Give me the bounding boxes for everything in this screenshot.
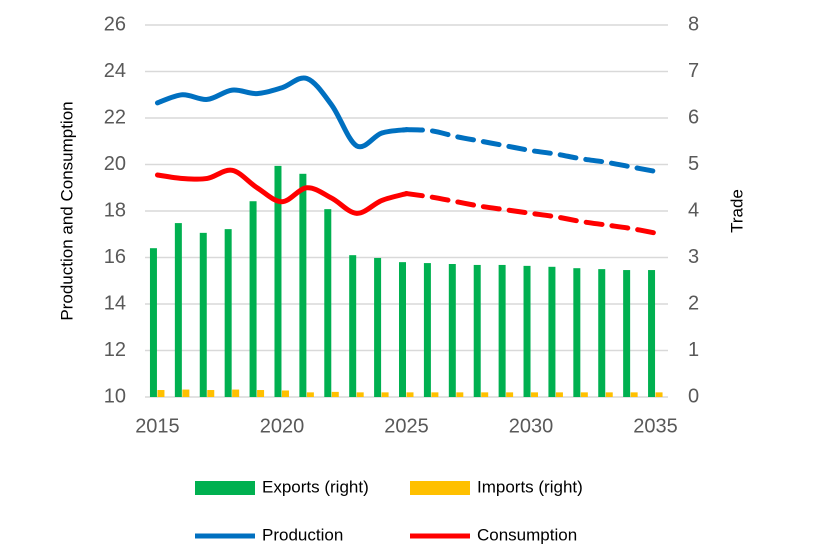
bar: [349, 255, 357, 397]
y-tick-label: 20: [104, 153, 126, 175]
bar: [580, 392, 588, 397]
x-tick-label: 2035: [633, 415, 678, 437]
bar: [498, 264, 506, 397]
y2-tick-label: 3: [688, 246, 699, 268]
bar: [232, 389, 240, 397]
bar: [473, 264, 481, 397]
y2-tick-label: 4: [688, 199, 699, 221]
y2-tick-label: 0: [688, 385, 699, 407]
bar: [598, 269, 606, 397]
bar: [157, 390, 165, 397]
y-tick-label: 22: [104, 106, 126, 128]
bar: [431, 392, 439, 397]
bar: [655, 392, 663, 397]
x-tick-label: 2020: [260, 415, 305, 437]
bar: [356, 392, 364, 397]
bar: [306, 392, 314, 397]
y2-tick-label: 8: [688, 13, 699, 35]
line: [404, 191, 659, 236]
bar: [448, 264, 456, 397]
y-tick-label: 24: [104, 60, 126, 82]
y-tick-label: 10: [104, 385, 126, 407]
y2-tick-label: 2: [688, 292, 699, 314]
legend-label: Imports (right): [477, 477, 583, 496]
y-tick-label: 26: [104, 13, 126, 35]
bar: [648, 270, 656, 397]
bar: [399, 262, 406, 397]
x-tick-label: 2025: [384, 415, 429, 437]
line: [154, 75, 409, 150]
bar: [224, 229, 232, 397]
bar: [182, 389, 190, 397]
legend-swatch: [195, 481, 255, 495]
y2-tick-label: 1: [688, 339, 699, 361]
y-tick-label: 18: [104, 199, 126, 221]
bar: [149, 248, 157, 397]
bar: [281, 390, 289, 397]
bar: [199, 232, 207, 397]
bar: [573, 268, 581, 397]
y-axis-title: Production and Consumption: [57, 101, 76, 320]
bar: [274, 165, 282, 397]
bar: [555, 392, 563, 397]
bar: [406, 392, 414, 397]
x-tick-label: 2015: [135, 415, 180, 437]
bar: [324, 209, 332, 397]
y2-axis-title: Trade: [727, 189, 746, 233]
bar: [257, 390, 265, 397]
line: [154, 167, 409, 216]
line: [404, 127, 659, 174]
y-tick-label: 12: [104, 339, 126, 361]
x-tick-label: 2030: [509, 415, 554, 437]
bar: [299, 173, 307, 397]
bar: [548, 266, 556, 397]
bar: [531, 392, 539, 397]
bar: [331, 391, 339, 397]
bar: [605, 392, 613, 397]
legend-label: Production: [262, 525, 343, 544]
bar: [374, 257, 382, 397]
y2-tick-label: 7: [688, 60, 699, 82]
bar: [623, 270, 631, 397]
bar: [207, 390, 215, 397]
bar: [423, 263, 431, 397]
bar: [249, 201, 257, 397]
y-tick-label: 14: [104, 292, 126, 314]
bar: [456, 392, 464, 397]
legend-label: Exports (right): [262, 477, 369, 496]
bar: [523, 265, 531, 397]
y-tick-label: 16: [104, 246, 126, 268]
bar: [481, 392, 489, 397]
bar: [630, 392, 638, 397]
bar: [506, 392, 514, 397]
legend-label: Consumption: [477, 525, 577, 544]
bar: [174, 223, 182, 397]
y2-tick-label: 6: [688, 106, 699, 128]
legend-swatch: [410, 481, 470, 495]
y2-tick-label: 5: [688, 153, 699, 175]
bar: [381, 392, 389, 397]
